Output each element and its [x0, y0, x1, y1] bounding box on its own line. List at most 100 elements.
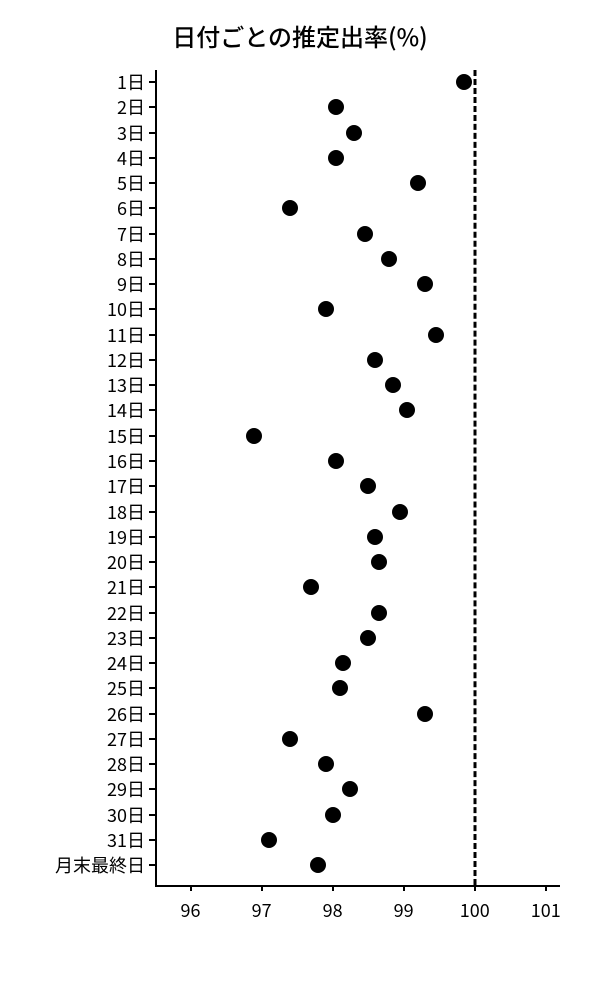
y-tick-label: 13日: [107, 372, 145, 398]
data-point: [357, 226, 373, 242]
y-tick-label: 2日: [117, 94, 145, 120]
data-point: [328, 99, 344, 115]
data-point: [328, 453, 344, 469]
y-tick-label: 10日: [107, 296, 145, 322]
y-tick-label: 7日: [117, 221, 145, 247]
y-tick-label: 25日: [107, 675, 145, 701]
data-point: [417, 706, 433, 722]
data-point: [367, 529, 383, 545]
y-tick: [149, 713, 155, 715]
y-tick: [149, 207, 155, 209]
y-tick-label: 28日: [107, 751, 145, 777]
data-point: [325, 807, 341, 823]
y-tick-label: 30日: [107, 802, 145, 828]
x-tick: [545, 885, 547, 891]
y-tick: [149, 460, 155, 462]
y-tick-label: 4日: [117, 145, 145, 171]
data-point: [360, 630, 376, 646]
y-tick-label: 6日: [117, 195, 145, 221]
y-tick: [149, 182, 155, 184]
y-tick: [149, 106, 155, 108]
y-tick: [149, 258, 155, 260]
y-tick: [149, 612, 155, 614]
y-axis-line: [155, 70, 157, 885]
data-point: [332, 680, 348, 696]
data-point: [261, 832, 277, 848]
y-tick: [149, 561, 155, 563]
y-tick-label: 24日: [107, 650, 145, 676]
y-tick: [149, 308, 155, 310]
y-tick: [149, 687, 155, 689]
y-tick-label: 17日: [107, 473, 145, 499]
x-tick-label: 97: [252, 897, 272, 923]
y-tick: [149, 738, 155, 740]
y-tick: [149, 334, 155, 336]
data-point: [371, 554, 387, 570]
y-tick: [149, 536, 155, 538]
x-tick: [403, 885, 405, 891]
x-tick-label: 101: [531, 897, 561, 923]
data-point: [456, 74, 472, 90]
y-tick: [149, 384, 155, 386]
reference-line: [473, 70, 476, 885]
x-tick: [474, 885, 476, 891]
plot-area: 1日2日3日4日5日6日7日8日9日10日11日12日13日14日15日16日1…: [155, 70, 560, 885]
data-point: [385, 377, 401, 393]
y-tick: [149, 788, 155, 790]
x-tick: [190, 885, 192, 891]
y-tick-label: 16日: [107, 448, 145, 474]
data-point: [282, 731, 298, 747]
data-point: [367, 352, 383, 368]
y-tick: [149, 409, 155, 411]
data-point: [318, 301, 334, 317]
data-point: [417, 276, 433, 292]
chart-title: 日付ごとの推定出率(%): [0, 18, 600, 53]
y-tick: [149, 637, 155, 639]
y-tick-label: 9日: [117, 271, 145, 297]
y-tick: [149, 157, 155, 159]
data-point: [282, 200, 298, 216]
data-point: [371, 605, 387, 621]
y-tick-label: 11日: [107, 322, 145, 348]
y-tick: [149, 763, 155, 765]
x-tick-label: 98: [323, 897, 343, 923]
y-tick-label: 20日: [107, 549, 145, 575]
y-tick: [149, 485, 155, 487]
y-tick-label: 29日: [107, 776, 145, 802]
y-tick-label: 12日: [107, 347, 145, 373]
y-tick-label: 18日: [107, 499, 145, 525]
data-point: [303, 579, 319, 595]
y-tick: [149, 81, 155, 83]
y-tick-label: 5日: [117, 170, 145, 196]
data-point: [360, 478, 376, 494]
y-tick-label: 26日: [107, 701, 145, 727]
y-tick: [149, 586, 155, 588]
y-tick: [149, 662, 155, 664]
y-tick-label: 21日: [107, 574, 145, 600]
y-tick-label: 27日: [107, 726, 145, 752]
y-tick: [149, 359, 155, 361]
y-tick: [149, 132, 155, 134]
y-tick-label: 22日: [107, 600, 145, 626]
data-point: [381, 251, 397, 267]
y-tick: [149, 864, 155, 866]
data-point: [310, 857, 326, 873]
y-tick-label: 31日: [107, 827, 145, 853]
data-point: [410, 175, 426, 191]
x-tick: [261, 885, 263, 891]
x-axis-line: [155, 885, 560, 887]
chart-container: 日付ごとの推定出率(%) 1日2日3日4日5日6日7日8日9日10日11日12日…: [0, 0, 600, 1000]
data-point: [399, 402, 415, 418]
x-tick-label: 100: [460, 897, 490, 923]
y-tick-label: 1日: [117, 69, 145, 95]
x-tick-label: 99: [394, 897, 414, 923]
y-tick-label: 23日: [107, 625, 145, 651]
y-tick-label: 14日: [107, 397, 145, 423]
data-point: [342, 781, 358, 797]
data-point: [246, 428, 262, 444]
data-point: [328, 150, 344, 166]
y-tick-label: 8日: [117, 246, 145, 272]
data-point: [335, 655, 351, 671]
y-tick-label: 3日: [117, 120, 145, 146]
y-tick: [149, 283, 155, 285]
